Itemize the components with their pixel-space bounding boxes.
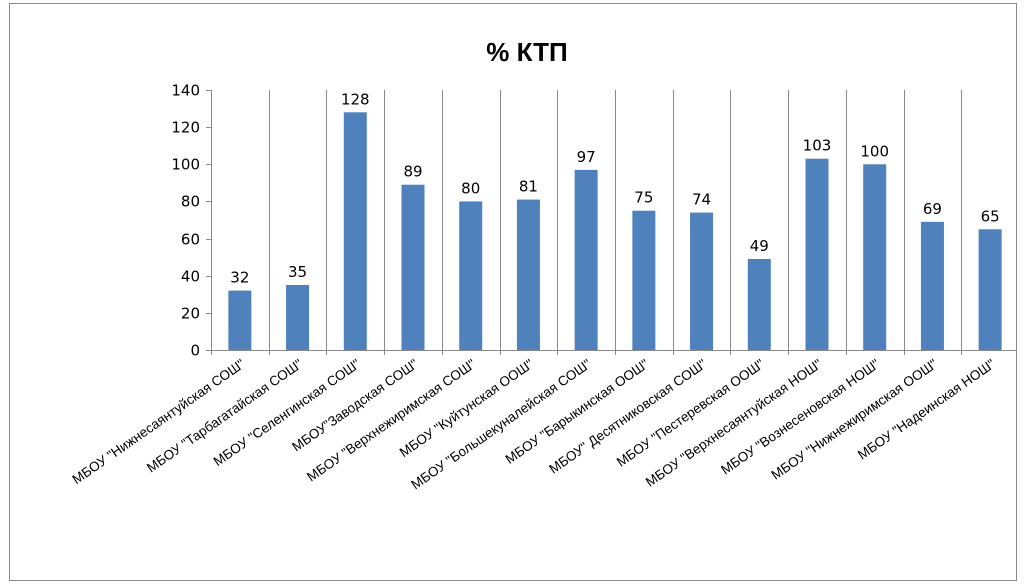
bar [343,112,367,351]
gridlines [269,90,962,350]
chart-frame: % КТП 0 20 40 60 80 100 120 140 32 35 128 89 80 81 97… [9,3,1017,581]
bar [863,164,887,350]
bar [805,158,829,350]
y-tick-label: 100 [171,156,200,174]
data-label: 80 [461,179,480,197]
data-label: 35 [288,263,307,281]
y-tick-label: 140 [171,82,200,100]
data-label: 128 [341,90,370,108]
data-label: 75 [634,189,653,207]
bar [747,259,771,350]
data-label: 100 [860,142,889,160]
y-axis-ticks: 0 20 40 60 80 100 120 140 [171,82,211,360]
bar [574,169,598,350]
data-label: 65 [981,207,1000,225]
bar [632,210,656,350]
y-tick-label: 40 [181,268,200,286]
bar [286,285,310,350]
category-labels: МБОУ "Нижнесаянтуйская СОШ"МБОУ "Тарбага… [70,356,999,492]
bar [401,184,425,350]
y-tick-label: 80 [181,193,200,211]
data-label: 81 [519,178,538,196]
bar [978,229,1002,350]
bar [516,199,540,350]
data-label: 32 [230,269,249,287]
chart-title: % КТП [486,37,567,67]
bar [920,221,944,350]
data-label: 74 [692,191,711,209]
bars [228,112,1002,351]
data-label: 89 [403,163,422,181]
y-tick-label: 0 [190,342,200,360]
bar [459,201,483,350]
chart-svg: % КТП 0 20 40 60 80 100 120 140 32 35 128 89 80 81 97… [70,37,1016,492]
y-tick-label: 60 [181,231,200,249]
data-label: 49 [750,237,769,255]
data-labels: 32 35 128 89 80 81 97 75 74 49 103 100 69 65 [230,90,999,286]
axes [211,90,1016,355]
data-label: 69 [923,200,942,218]
data-label: 97 [577,148,596,166]
bar [228,290,252,350]
y-tick-label: 20 [181,305,200,323]
y-tick-label: 120 [171,119,200,137]
data-label: 103 [803,137,832,155]
bar [690,212,714,350]
